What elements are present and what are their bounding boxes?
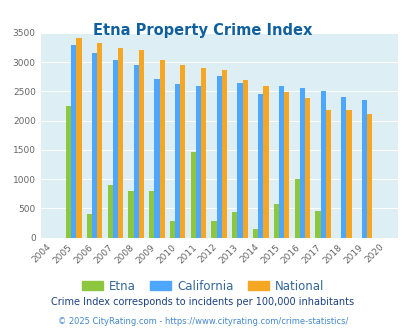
Bar: [278, 85, 284, 238]
Text: © 2025 CityRating.com - https://www.cityrating.com/crime-statistics/: © 2025 CityRating.com - https://www.city…: [58, 317, 347, 326]
Bar: [87, 214, 92, 238]
Bar: [320, 91, 325, 238]
Bar: [284, 92, 289, 238]
Legend: Etna, California, National: Etna, California, National: [77, 275, 328, 297]
Bar: [139, 50, 144, 238]
Bar: [66, 106, 71, 238]
Bar: [71, 45, 76, 238]
Bar: [216, 76, 221, 238]
Bar: [200, 68, 206, 238]
Bar: [211, 221, 216, 238]
Bar: [345, 110, 351, 238]
Bar: [154, 79, 159, 238]
Bar: [159, 60, 164, 238]
Bar: [325, 110, 330, 238]
Bar: [195, 85, 200, 238]
Bar: [92, 53, 97, 238]
Bar: [304, 98, 309, 238]
Bar: [341, 97, 345, 238]
Bar: [294, 179, 299, 238]
Bar: [76, 38, 81, 238]
Bar: [361, 100, 367, 238]
Bar: [175, 84, 180, 238]
Bar: [149, 191, 154, 238]
Bar: [190, 152, 195, 238]
Bar: [118, 48, 123, 238]
Bar: [252, 229, 258, 238]
Text: Etna Property Crime Index: Etna Property Crime Index: [93, 23, 312, 38]
Bar: [237, 83, 242, 238]
Bar: [299, 88, 304, 238]
Bar: [180, 65, 185, 238]
Bar: [273, 204, 278, 238]
Bar: [133, 65, 139, 238]
Bar: [169, 221, 175, 238]
Bar: [258, 94, 263, 238]
Bar: [97, 43, 102, 238]
Bar: [232, 213, 237, 238]
Bar: [107, 185, 113, 238]
Bar: [113, 60, 118, 238]
Bar: [221, 70, 226, 238]
Bar: [128, 191, 133, 238]
Bar: [242, 80, 247, 238]
Bar: [315, 211, 320, 238]
Bar: [367, 114, 371, 238]
Text: Crime Index corresponds to incidents per 100,000 inhabitants: Crime Index corresponds to incidents per…: [51, 297, 354, 307]
Bar: [263, 85, 268, 238]
